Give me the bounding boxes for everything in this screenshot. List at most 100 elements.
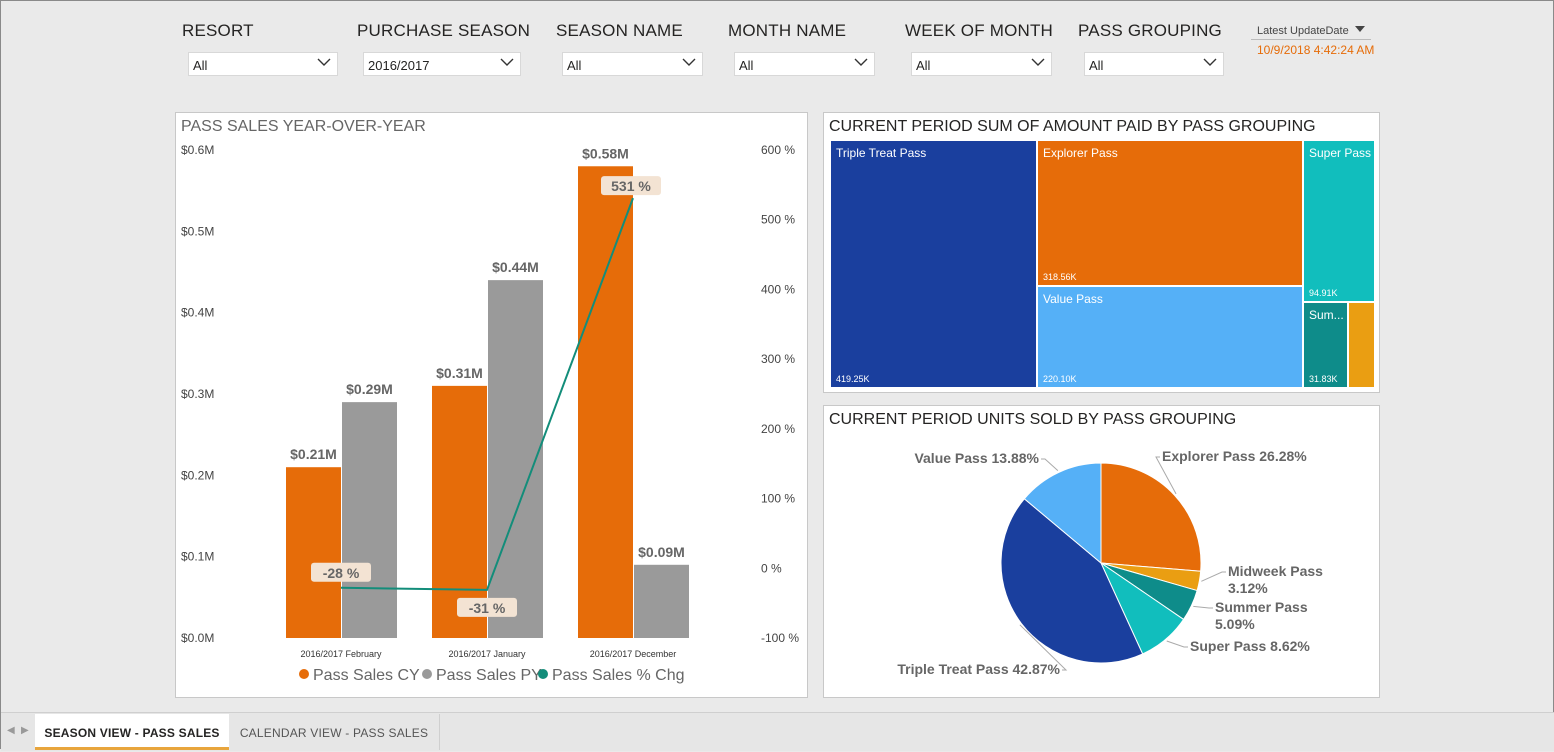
treemap-cell-summer[interactable]: Sum... 31.83K — [1303, 302, 1348, 388]
y2-tick-label: 300 % — [761, 352, 795, 366]
treemap-cell-name: Sum... — [1309, 308, 1344, 322]
treemap-cell-name: Explorer Pass — [1043, 146, 1118, 160]
pie-leader-line — [1201, 571, 1226, 582]
treemap-cell-value: 318.56K — [1043, 272, 1077, 282]
pie-leader-line — [1193, 605, 1213, 609]
bar-cy — [432, 385, 487, 638]
pie-slice — [1023, 462, 1102, 565]
pie-label: Super Pass 8.62% — [1190, 638, 1310, 654]
legend-label: Pass Sales PY — [436, 667, 542, 684]
pass-sales-yoy-panel: PASS SALES YEAR-OVER-YEAR $0.6M $0.5M $0.4… — [175, 112, 808, 698]
pie-label: Midweek Pass — [1228, 563, 1323, 579]
y-tick-label: $0.5M — [181, 224, 214, 238]
chevron-down-icon — [682, 58, 696, 66]
chart-title: CURRENT PERIOD UNITS SOLD BY PASS GROUPI… — [829, 411, 1237, 428]
pie-slice — [1000, 498, 1144, 664]
pie-leader-line — [1019, 624, 1068, 671]
dropdown-value: All — [739, 58, 754, 73]
y-tick-label: $0.4M — [181, 306, 214, 320]
y-tick-label: $0.3M — [181, 387, 214, 401]
pie-label-pct: 3.12% — [1228, 580, 1268, 596]
dropdown-value: All — [1089, 58, 1104, 73]
treemap-cell-triple-treat[interactable]: Triple Treat Pass 419.25K — [830, 140, 1037, 388]
treemap-cell-super[interactable]: Super Pass 94.91K — [1303, 140, 1375, 302]
amount-paid-treemap-panel: CURRENT PERIOD SUM OF AMOUNT PAID BY PAS… — [823, 112, 1380, 393]
legend-label: Pass Sales CY — [313, 667, 420, 684]
dropdown-value: 2016/2017 — [368, 58, 430, 73]
slicer-label: WEEK OF MONTH — [905, 21, 1054, 40]
bar-py — [634, 564, 689, 638]
pie-label-pct: 5.09% — [1215, 616, 1255, 632]
y2-tick-label: 0 % — [761, 561, 782, 575]
treemap-cell-midweek[interactable] — [1348, 302, 1375, 388]
data-label-pct-bg — [457, 597, 517, 617]
latest-update-header[interactable]: Latest UpdateDate — [1251, 25, 1371, 40]
pie-leader-line — [1166, 640, 1188, 648]
chevron-down-icon — [317, 58, 331, 66]
treemap-cell-value-pass[interactable]: Value Pass 220.10K — [1037, 286, 1303, 388]
month-name-dropdown[interactable]: All — [734, 52, 875, 76]
line-pct-chg — [340, 197, 634, 591]
latest-update-label: Latest UpdateDate — [1257, 25, 1349, 37]
dropdown-value: All — [567, 58, 582, 73]
dropdown-value: All — [193, 58, 208, 73]
data-label-cy: $0.21M — [290, 446, 337, 462]
chevron-down-icon — [1031, 58, 1045, 66]
chevron-down-icon — [1203, 58, 1217, 66]
bar-py — [488, 280, 543, 638]
treemap-cell-name: Value Pass — [1043, 292, 1103, 306]
bar-py — [342, 402, 397, 638]
data-label-pct: -28 % — [323, 565, 360, 581]
y2-tick-label: -100 % — [761, 631, 799, 645]
tab-scroll-right-icon[interactable]: ▶ — [21, 725, 29, 736]
data-label-cy: $0.58M — [582, 145, 629, 161]
data-label-pct-bg — [601, 176, 661, 196]
slicer-purchase-season: PURCHASE SEASON 2016/2017 — [357, 21, 531, 76]
y2-tick-label: 200 % — [761, 422, 795, 436]
treemap-cell-value: 419.25K — [836, 374, 870, 384]
chart-title: PASS SALES YEAR-OVER-YEAR — [181, 118, 426, 135]
x-tick-label: 2016/2017 December — [590, 649, 677, 659]
slicer-month-name: MONTH NAME All — [728, 21, 875, 76]
slicer-label: RESORT — [182, 21, 254, 40]
y2-tick-label: 500 % — [761, 213, 795, 227]
data-label-cy: $0.31M — [436, 365, 483, 381]
treemap-cell-value: 31.83K — [1309, 374, 1338, 384]
dropdown-value: All — [916, 58, 931, 73]
tab-season-view[interactable]: SEASON VIEW - PASS SALES — [35, 714, 229, 750]
y-tick-label: $0.6M — [181, 143, 214, 157]
pie-label: Summer Pass — [1215, 599, 1308, 615]
week-of-month-dropdown[interactable]: All — [911, 52, 1052, 76]
y-tick-label: $0.1M — [181, 550, 214, 564]
data-label-py: $0.29M — [346, 381, 393, 397]
bar-cy — [286, 467, 341, 638]
data-label-pct: -31 % — [469, 600, 506, 616]
y2-tick-label: 600 % — [761, 143, 795, 157]
slicer-label: PURCHASE SEASON — [357, 21, 531, 40]
y2-tick-label: 400 % — [761, 282, 795, 296]
purchase-season-dropdown[interactable]: 2016/2017 — [363, 52, 521, 76]
y2-tick-label: 100 % — [761, 492, 795, 506]
pie-label: Triple Treat Pass 42.87% — [897, 661, 1060, 677]
resort-dropdown[interactable]: All — [188, 52, 338, 76]
legend-marker — [422, 669, 432, 679]
pie-leader-line — [1041, 458, 1059, 471]
y-tick-label: $0.2M — [181, 468, 214, 482]
bar-cy — [578, 166, 633, 638]
season-name-dropdown[interactable]: All — [562, 52, 703, 76]
treemap-cell-name: Triple Treat Pass — [836, 146, 927, 160]
tab-scroll-left-icon[interactable]: ◀ — [7, 725, 15, 736]
treemap-cell-explorer[interactable]: Explorer Pass 318.56K — [1037, 140, 1303, 286]
slicer-resort: RESORT All — [182, 21, 338, 76]
tab-calendar-view[interactable]: CALENDAR VIEW - PASS SALES — [229, 714, 440, 750]
chart-title: CURRENT PERIOD SUM OF AMOUNT PAID BY PAS… — [829, 118, 1316, 135]
y-tick-label: $0.0M — [181, 631, 214, 645]
pass-sales-combo-chart: $0.6M $0.5M $0.4M $0.3M $0.2M $0.1M $0.0M 600 %… — [181, 143, 799, 684]
treemap-cell-value: 94.91K — [1309, 288, 1338, 298]
slicer-week-of-month: WEEK OF MONTH All — [905, 21, 1054, 76]
pass-grouping-dropdown[interactable]: All — [1084, 52, 1224, 76]
legend-marker — [538, 669, 548, 679]
slicer-season-name: SEASON NAME All — [556, 21, 703, 76]
